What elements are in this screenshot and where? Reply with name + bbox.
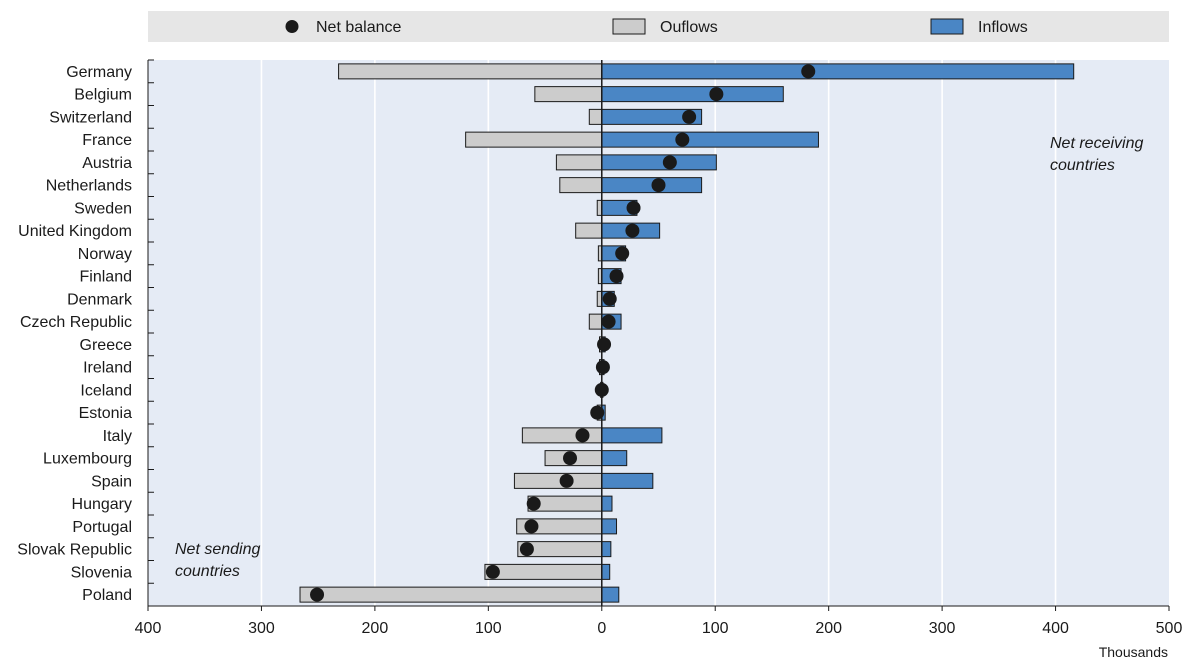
net-balance-point xyxy=(524,519,539,534)
net-balance-point xyxy=(594,382,609,397)
bar-inflow xyxy=(601,541,612,558)
category-label: Italy xyxy=(103,428,132,445)
plot-background xyxy=(148,60,1169,606)
bar-inflow xyxy=(601,495,613,512)
net-balance-point xyxy=(801,64,816,79)
bar-outflow xyxy=(588,313,603,330)
bar-outflow xyxy=(484,563,603,580)
net-balance-point xyxy=(519,542,534,557)
bar-inflow xyxy=(601,450,628,467)
bar-inflow xyxy=(601,563,611,580)
legend-marker-outflows xyxy=(612,18,646,35)
x-tick-label: 400 xyxy=(1042,620,1069,637)
bar-outflow xyxy=(338,63,603,80)
net-balance-point xyxy=(485,564,500,579)
net-balance-point xyxy=(595,360,610,375)
bar-outflow xyxy=(559,177,603,194)
net-balance-point xyxy=(575,428,590,443)
net-balance-point xyxy=(662,155,677,170)
x-unit-label: Thousands xyxy=(1099,644,1168,660)
category-label: Slovenia xyxy=(71,564,132,581)
bar-outflow xyxy=(299,586,603,603)
category-label: Austria xyxy=(82,155,132,172)
bar-inflow xyxy=(601,427,663,444)
net-balance-point xyxy=(590,405,605,420)
x-tick-label: 200 xyxy=(362,620,389,637)
x-tick-label: 500 xyxy=(1156,620,1183,637)
legend-marker-net xyxy=(285,20,299,33)
net-balance-point xyxy=(602,291,617,306)
net-balance-point xyxy=(526,496,541,511)
category-label: Luxembourg xyxy=(43,451,132,468)
net-balance-point xyxy=(626,200,641,215)
category-label: Sweden xyxy=(74,200,132,217)
bar-inflow xyxy=(601,586,620,603)
net-balance-point xyxy=(651,178,666,193)
bar-inflow xyxy=(601,518,618,535)
net-balance-point xyxy=(559,473,574,488)
category-label: Estonia xyxy=(79,405,132,422)
x-tick-label: 100 xyxy=(702,620,729,637)
category-label: Portugal xyxy=(72,519,132,536)
net-balance-point xyxy=(675,132,690,147)
annotation-lower-left: Net sending countries xyxy=(175,541,260,580)
category-label: Greece xyxy=(80,337,133,354)
category-label: Denmark xyxy=(67,291,133,308)
category-label: Switzerland xyxy=(49,109,132,126)
net-balance-point xyxy=(609,269,624,284)
x-tick-label: 400 xyxy=(135,620,162,637)
x-tick-label: 0 xyxy=(597,620,606,637)
category-label: Poland xyxy=(82,587,132,604)
net-balance-point xyxy=(597,337,612,352)
bar-outflow xyxy=(513,472,603,489)
net-balance-point xyxy=(709,87,724,102)
bar-outflow xyxy=(521,427,603,444)
legend-marker-inflows xyxy=(930,18,964,35)
net-balance-point xyxy=(310,587,325,602)
category-label: United Kingdom xyxy=(18,223,132,240)
category-label: Belgium xyxy=(74,87,132,104)
category-label: Czech Republic xyxy=(20,314,132,331)
net-balance-point xyxy=(563,451,578,466)
category-label: Norway xyxy=(78,246,132,263)
x-tick-label: 300 xyxy=(248,620,275,637)
bar-outflow xyxy=(534,86,603,103)
category-label: Finland xyxy=(80,269,132,286)
category-label: Slovak Republic xyxy=(17,542,132,559)
bar-outflow xyxy=(465,131,603,148)
legend-label-inflows: Inflows xyxy=(978,19,1028,36)
legend-label-outflows: Ouflows xyxy=(660,19,718,36)
bar-inflow xyxy=(601,472,654,489)
x-tick-label: 100 xyxy=(475,620,502,637)
category-label: France xyxy=(82,132,132,149)
bar-inflow xyxy=(601,131,819,148)
category-label: Hungary xyxy=(72,496,132,513)
bar-outflow xyxy=(575,222,603,239)
bar-inflow xyxy=(601,154,717,171)
category-label: Germany xyxy=(66,64,132,81)
net-balance-point xyxy=(682,109,697,124)
bar-inflow xyxy=(601,86,784,103)
legend-background xyxy=(148,11,1169,42)
category-label: Ireland xyxy=(83,360,132,377)
bar-outflow xyxy=(588,108,603,125)
x-tick-label: 300 xyxy=(929,620,956,637)
category-label: Iceland xyxy=(80,382,132,399)
x-tick-label: 200 xyxy=(815,620,842,637)
net-balance-point xyxy=(625,223,640,238)
category-label: Netherlands xyxy=(46,178,132,195)
bar-inflow xyxy=(601,63,1075,80)
net-balance-point xyxy=(615,246,630,261)
annotation-upper-right: Net receiving countries xyxy=(1050,135,1143,174)
category-label: Spain xyxy=(91,473,132,490)
legend-label-net: Net balance xyxy=(316,19,401,36)
net-balance-point xyxy=(601,314,616,329)
bar-outflow xyxy=(555,154,603,171)
